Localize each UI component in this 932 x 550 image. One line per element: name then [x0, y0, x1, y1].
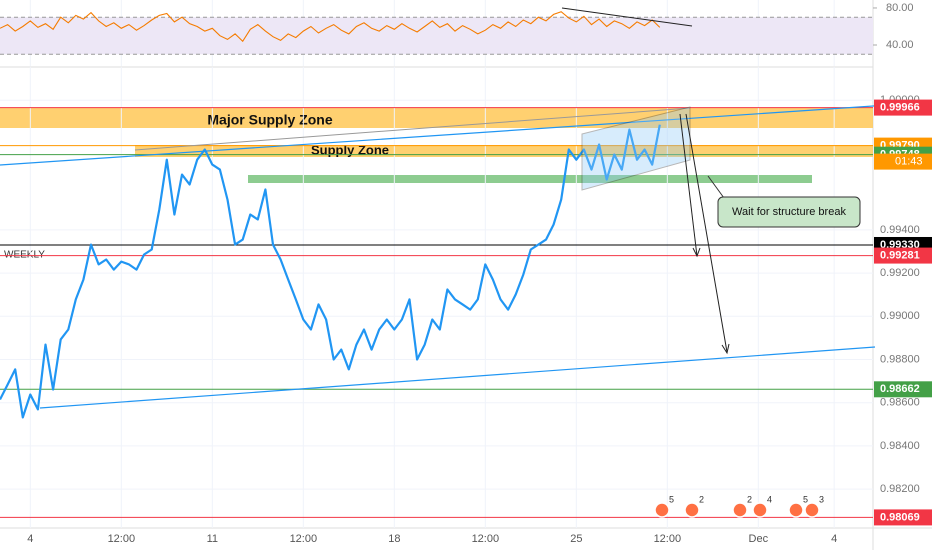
axis: 4 12:00 11 12:00 18 12:00 25 12:00 Dec 40.982000.… — [27, 2, 932, 545]
level-label: 0.99966 — [880, 101, 920, 113]
x-tick-label: 12:00 — [108, 533, 136, 545]
x-tick-label: 18 — [388, 533, 400, 545]
major-supply-zone — [0, 108, 873, 128]
trend-line — [134, 107, 691, 151]
y-tick-label: 0.98600 — [880, 397, 920, 409]
event-count: 4 — [767, 494, 772, 504]
x-tick-label: 12:00 — [654, 533, 682, 545]
countdown-bg — [874, 153, 932, 170]
x-tick-label: 11 — [207, 533, 218, 545]
channel — [581, 106, 691, 191]
level-label-bg — [874, 509, 932, 526]
arrow — [679, 113, 698, 257]
supply-zone — [135, 145, 873, 157]
event-count: 3 — [819, 494, 824, 504]
rsi-tick-label: 80.00 — [886, 2, 914, 14]
rsi-band — [0, 17, 873, 55]
event-count: 2 — [747, 494, 752, 504]
supply-zone-label: Supply Zone — [311, 142, 389, 157]
price-line — [0, 124, 661, 419]
level-label-bg — [874, 99, 932, 116]
callout-box — [717, 196, 861, 228]
y-tick-label: 0.98800 — [880, 353, 920, 365]
x-tick-label: 12:00 — [290, 533, 318, 545]
x-tick-label: 4 — [831, 533, 837, 545]
callout-pointer — [707, 175, 725, 199]
demand-line-zone — [248, 175, 812, 183]
level-label: 0.98662 — [880, 383, 920, 395]
level-label-bg — [874, 247, 932, 264]
drawings: Wait for structure break — [0, 7, 932, 409]
arrowhead — [721, 343, 730, 355]
callout-text: Wait for structure break — [732, 206, 846, 218]
event-icon — [788, 502, 804, 518]
marks — [0, 0, 877, 528]
major-zone-label: Major Supply Zone — [207, 112, 332, 128]
y-tick-label: 0.99400 — [880, 224, 920, 236]
y-tick-label: 0.99000 — [880, 310, 920, 322]
event-count: 5 — [803, 494, 808, 504]
arrow — [685, 113, 728, 353]
x-tick-label: 4 — [27, 533, 33, 545]
event-icon — [752, 502, 768, 518]
rsi-trend-line — [561, 7, 693, 27]
trend-line — [0, 101, 932, 166]
x-tick-label: 12:00 — [472, 533, 500, 545]
y-tick-label: 0.98200 — [880, 483, 920, 495]
y-tick-label: 0.98400 — [880, 440, 920, 452]
arrowhead — [692, 247, 701, 258]
event-icon — [732, 502, 748, 518]
event-icon — [804, 502, 820, 518]
y-tick-label: 0.99200 — [880, 267, 920, 279]
level-label-bg — [874, 381, 932, 398]
event-icon — [684, 502, 700, 518]
event-count: 2 — [699, 494, 704, 504]
event-icon — [654, 502, 670, 518]
x-tick-label: 25 — [570, 533, 582, 545]
trend-line — [39, 346, 876, 409]
rsi-line — [0, 11, 661, 43]
event-count: 5 — [669, 494, 674, 504]
countdown: 01:43 — [895, 156, 923, 168]
level-label: 0.98069 — [880, 511, 920, 523]
rsi-tick-label: 40.00 — [886, 39, 914, 51]
level-label: 0.99281 — [880, 249, 920, 261]
x-tick-label: Dec — [749, 533, 769, 545]
